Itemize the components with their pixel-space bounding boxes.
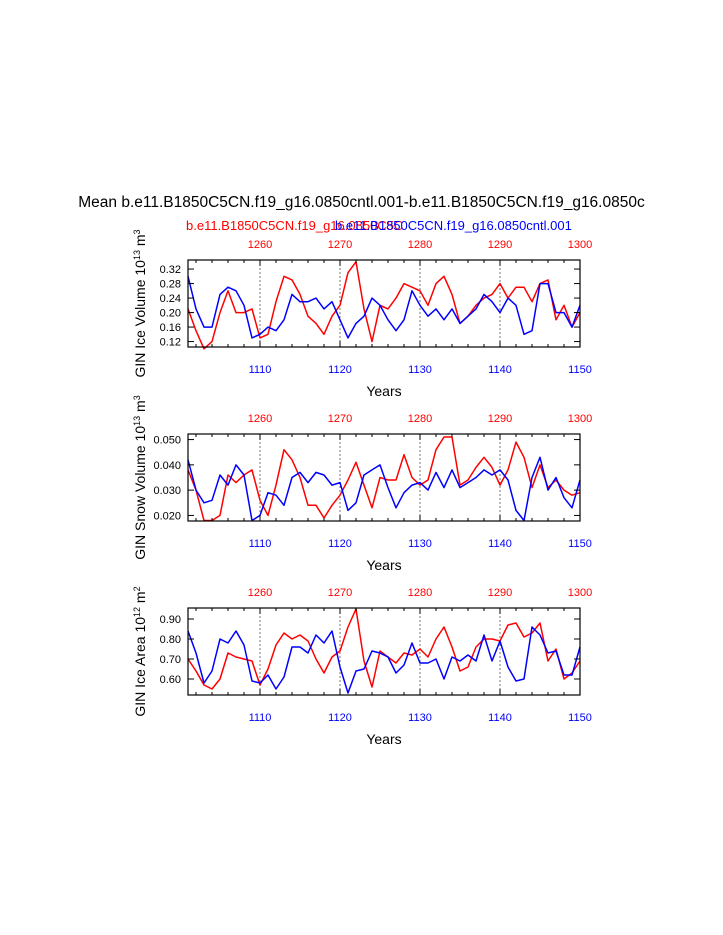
y-axis-title-superscript: 13 [132, 416, 142, 426]
x-tick-label-bottom: 1120 [328, 364, 352, 376]
x-tick-label-top: 1300 [568, 239, 592, 251]
x-tick-label-top: 1290 [488, 413, 512, 425]
y-axis-title-part: GIN Snow Volume 10 [132, 426, 148, 560]
y-axis-title-part: m [132, 591, 148, 607]
x-tick-label-top: 1280 [408, 587, 432, 599]
y-axis-title-part: GIN Ice Volume 10 [132, 260, 148, 378]
x-tick-label-top: 1280 [408, 239, 432, 251]
panel-1: 1110 1120 1130 1140 1150 1260 1270 1280 1290 1300… [132, 229, 592, 399]
x-tick-label-top: 1270 [328, 587, 352, 599]
y-axis-title-superscript: 3 [132, 229, 142, 234]
x-tick-label-bottom: 1150 [568, 538, 592, 550]
x-tick-label-top: 1260 [248, 413, 272, 425]
x-tick-label-top: 1300 [568, 587, 592, 599]
x-axis-title: Years [366, 557, 401, 573]
subtitle-red: b.e11.B1850C5CN.f19_g16.0850C5C [186, 218, 404, 233]
x-axis-title: Years [366, 383, 401, 399]
y-tick-label: 0.32 [160, 264, 181, 276]
y-tick-label: 0.16 [160, 322, 181, 334]
y-axis-title-superscript: 2 [132, 586, 142, 591]
x-tick-label-bottom: 1130 [408, 364, 432, 376]
x-tick-label-bottom: 1130 [408, 538, 432, 550]
series-line-blue [187, 456, 581, 522]
y-tick-label: 0.70 [160, 654, 181, 666]
panel-3: 1110 1120 1130 1140 1150 1260 1270 1280 1290 1300… [132, 586, 592, 747]
y-axis-title: GIN Ice Area 1012 m2 [132, 586, 148, 716]
x-tick-label-bottom: 1130 [408, 712, 432, 724]
y-tick-label: 0.60 [160, 674, 181, 686]
panel-2: 1110 1120 1130 1140 1150 1260 1270 1280 1290 1300… [132, 395, 592, 573]
x-tick-label-top: 1270 [328, 413, 352, 425]
y-tick-label: 0.12 [160, 337, 181, 349]
y-tick-label: 0.030 [153, 485, 181, 497]
x-tick-label-bottom: 1110 [249, 712, 272, 724]
x-tick-label-top: 1260 [248, 587, 272, 599]
y-tick-label: 0.24 [160, 293, 181, 305]
x-tick-label-top: 1260 [248, 239, 272, 251]
x-tick-label-bottom: 1150 [568, 712, 592, 724]
x-tick-label-top: 1280 [408, 413, 432, 425]
x-tick-label-bottom: 1140 [488, 538, 512, 550]
series-line-red [187, 261, 581, 350]
x-tick-label-top: 1290 [488, 587, 512, 599]
x-tick-label-bottom: 1120 [328, 712, 352, 724]
y-axis-title-part: GIN Ice Area 10 [132, 617, 148, 717]
y-tick-label: 0.050 [153, 435, 181, 447]
y-tick-label: 0.040 [153, 460, 181, 472]
x-tick-label-top: 1300 [568, 413, 592, 425]
y-axis-title-part: m [132, 400, 148, 416]
plot-frame [187, 607, 581, 696]
plot-frame [187, 433, 581, 522]
subtitle-blue: b.e11.B1850C5CN.f19_g16.0850cntl.001 [335, 218, 572, 233]
y-axis-title-part: m [132, 234, 148, 250]
y-tick-label: 0.80 [160, 634, 181, 646]
y-axis-title-superscript: 3 [132, 395, 142, 400]
series-line-blue [187, 276, 581, 339]
x-tick-label-bottom: 1120 [328, 538, 352, 550]
x-tick-label-top: 1270 [328, 239, 352, 251]
y-axis-title-superscript: 13 [132, 250, 142, 260]
x-tick-label-bottom: 1110 [249, 538, 272, 550]
plot-frame [187, 259, 581, 348]
series-line-blue [187, 626, 581, 694]
y-tick-label: 0.20 [160, 308, 181, 320]
x-tick-label-top: 1290 [488, 239, 512, 251]
y-axis-title-superscript: 12 [132, 607, 142, 617]
y-tick-label: 0.020 [153, 510, 181, 522]
y-axis-title: GIN Ice Volume 1013 m3 [132, 229, 148, 377]
x-tick-label-bottom: 1110 [249, 364, 272, 376]
series-line-red [187, 436, 581, 522]
series-line-red [187, 608, 581, 690]
x-axis-title: Years [366, 731, 401, 747]
x-tick-label-bottom: 1140 [488, 364, 512, 376]
x-tick-label-bottom: 1140 [488, 712, 512, 724]
main-title: Mean b.e11.B1850C5CN.f19_g16.0850cntl.00… [78, 194, 645, 211]
x-tick-label-bottom: 1150 [568, 364, 592, 376]
y-axis-title: GIN Snow Volume 1013 m3 [132, 395, 148, 559]
y-tick-label: 0.90 [160, 614, 181, 626]
y-tick-label: 0.28 [160, 279, 181, 291]
